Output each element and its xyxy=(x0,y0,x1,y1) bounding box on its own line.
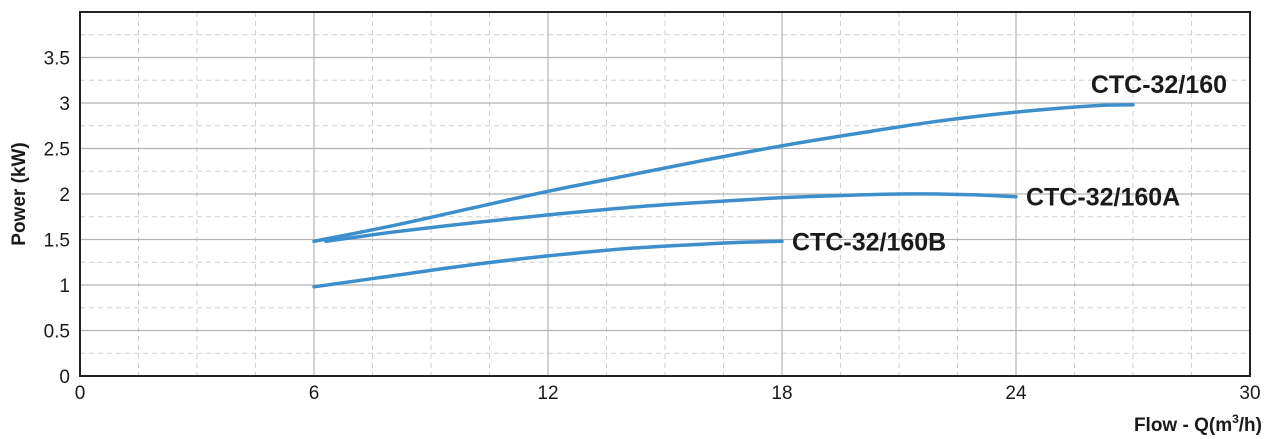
y-tick-label: 3.5 xyxy=(44,49,70,70)
y-tick-label: 1.5 xyxy=(44,231,70,252)
series-line-ctc-32-160a xyxy=(323,192,1018,244)
series-label-ctc-32-160a: CTC-32/160A xyxy=(1026,184,1180,212)
y-tick-label: 0.5 xyxy=(44,322,70,343)
x-tick-label: 6 xyxy=(309,383,320,404)
series-line-ctc-32-160b xyxy=(312,239,784,289)
x-tick-label: 24 xyxy=(1005,383,1027,404)
y-axis-title: Power (kW) xyxy=(9,142,30,245)
y-tick-label: 2 xyxy=(59,185,70,206)
x-axis-title-superscript: 3 xyxy=(1232,412,1239,426)
x-tick-label: 30 xyxy=(1239,383,1260,404)
series-label-ctc-32-160: CTC-32/160 xyxy=(1091,71,1227,99)
x-axis-title: Flow - Q(m3/h) xyxy=(1134,412,1262,436)
series-curves xyxy=(312,103,1135,289)
y-tick-label: 1 xyxy=(59,276,70,297)
x-tick-label: 0 xyxy=(75,383,86,404)
x-tick-labels: 0 6 12 18 24 30 xyxy=(75,383,1261,404)
series-line-ctc-32-160 xyxy=(312,103,1135,244)
y-tick-label: 2.5 xyxy=(44,140,70,161)
x-tick-label: 12 xyxy=(537,383,558,404)
series-label-ctc-32-160b: CTC-32/160B xyxy=(792,228,946,256)
x-axis-title-tail: /h) xyxy=(1239,415,1262,436)
y-tick-label: 3 xyxy=(59,94,70,115)
series-labels: CTC-32/160 CTC-32/160A CTC-32/160B xyxy=(792,71,1227,257)
x-tick-label: 18 xyxy=(771,383,792,404)
y-tick-label: 0 xyxy=(59,367,70,388)
plot-frame xyxy=(79,11,1251,377)
y-tick-labels: 0 0.5 1 1.5 2 2.5 3 3.5 xyxy=(44,49,70,389)
x-axis-title-main: Flow - Q(m xyxy=(1134,415,1232,436)
